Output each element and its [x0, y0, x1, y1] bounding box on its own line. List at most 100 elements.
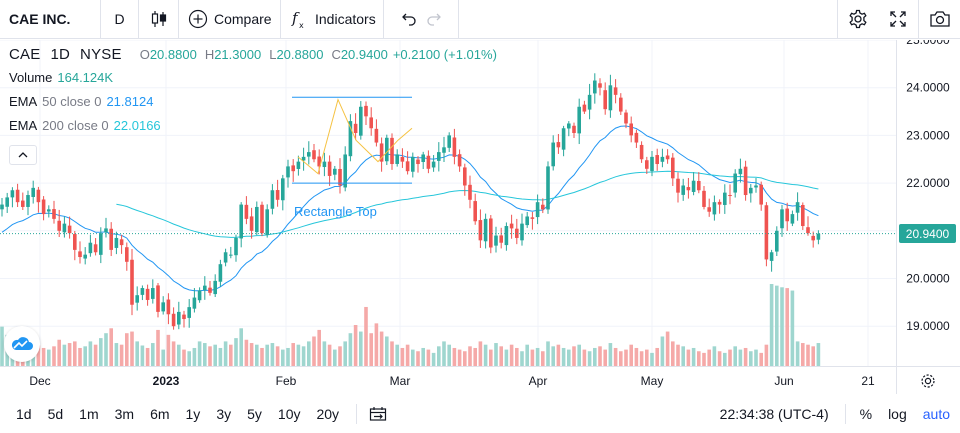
candle-body: [567, 123, 571, 129]
candle-body: [327, 161, 332, 176]
interval-button[interactable]: D: [101, 0, 139, 38]
volume-bar: [541, 351, 545, 366]
candle-body: [343, 154, 347, 188]
legend-volume-row[interactable]: Volume 164.124K: [9, 70, 497, 94]
candle-body: [359, 106, 363, 136]
volume-bar: [296, 344, 301, 366]
volume-bar: [494, 343, 498, 366]
volume-bar: [218, 347, 223, 366]
volume-bar: [759, 352, 763, 366]
candle-body: [723, 192, 727, 205]
volume-bar: [504, 349, 509, 366]
candle-body: [520, 223, 524, 241]
candle-body: [260, 204, 264, 234]
candle-body: [213, 280, 217, 295]
price-tick-label: 23.0000: [906, 128, 950, 142]
candle-body: [759, 184, 763, 205]
time-tick-label: May: [641, 374, 664, 388]
candle-body: [348, 121, 353, 157]
range-3m-button[interactable]: 3m: [114, 405, 135, 422]
volume-bar: [728, 349, 732, 366]
date-range-icon[interactable]: [369, 406, 387, 422]
symbol-search-button[interactable]: CAE INC.: [0, 0, 101, 38]
redo-icon[interactable]: [426, 12, 442, 26]
candle-body: [249, 216, 254, 231]
candle-body: [702, 190, 706, 207]
chart-type-button[interactable]: [139, 0, 179, 38]
volume-bar: [660, 336, 665, 366]
candle-body: [125, 247, 129, 262]
time-axis-labels: Dec 2023 Feb Mar Apr May Jun 21: [29, 374, 935, 388]
candle-body: [603, 90, 607, 110]
legend-collapse-button[interactable]: [9, 145, 37, 165]
candle-body: [405, 161, 410, 172]
ema50-label: EMA: [9, 94, 38, 109]
volume-bar: [764, 344, 769, 366]
volume-bar: [151, 343, 155, 366]
log-scale-button[interactable]: log: [888, 405, 907, 422]
range-3y-button[interactable]: 3y: [216, 405, 232, 422]
candle-body: [385, 137, 389, 162]
volume-bar: [73, 341, 77, 366]
volume-bar: [385, 336, 389, 366]
legend-ema50-row[interactable]: EMA 50 close 0 21.8124: [9, 94, 497, 118]
volume-bar: [603, 349, 607, 366]
range-6m-button[interactable]: 6m: [150, 405, 170, 422]
range-1y-button[interactable]: 1y: [185, 405, 201, 422]
time-tick-label: Jun: [774, 374, 793, 388]
volume-bar: [0, 326, 4, 366]
candle-body: [312, 150, 316, 160]
time-axis[interactable]: Dec 2023 Feb Mar Apr May Jun 21: [0, 366, 960, 394]
auto-scale-button[interactable]: auto: [922, 405, 950, 422]
undo-icon[interactable]: [401, 12, 417, 26]
candle-body: [379, 143, 384, 162]
volume-bar: [338, 346, 342, 366]
volume-bar: [36, 345, 41, 366]
candle-body: [754, 185, 758, 188]
candle-body: [114, 237, 119, 248]
legend-ema200-row[interactable]: EMA 200 close 0 22.0166: [9, 118, 497, 142]
compare-button[interactable]: Compare: [179, 0, 281, 38]
volume-bar: [587, 351, 592, 366]
candle-body: [769, 252, 774, 261]
tradingview-logo[interactable]: [4, 326, 40, 362]
candle-body: [301, 156, 306, 161]
volume-bar: [717, 351, 722, 366]
fullscreen-button[interactable]: [878, 0, 918, 38]
clock-time[interactable]: 22:34:38 (UTC-4): [720, 403, 846, 424]
settings-button[interactable]: [838, 0, 878, 38]
candle-body: [275, 190, 280, 200]
percent-scale-button[interactable]: %: [859, 405, 873, 422]
bottom-toolbar: 1d 5d 1m 3m 6m 1y 3y 5y 10y 20y 22:34:38…: [0, 394, 960, 433]
legend-interval: 1D: [50, 46, 71, 63]
candle-body: [322, 161, 327, 168]
price-chart[interactable]: Rectangle Top 25.0000 24.0000 23.0000 22.00…: [0, 40, 960, 366]
range-20y-button[interactable]: 20y: [316, 405, 340, 422]
candle-body: [437, 152, 441, 161]
volume-bar: [811, 346, 815, 366]
volume-bar: [665, 331, 670, 366]
candle-body: [447, 135, 451, 148]
range-1m-button[interactable]: 1m: [79, 405, 99, 422]
candle-body: [717, 201, 722, 205]
range-5y-button[interactable]: 5y: [247, 405, 262, 422]
range-5d-button[interactable]: 5d: [47, 405, 64, 422]
screenshot-button[interactable]: [918, 0, 960, 38]
volume-bar: [182, 349, 186, 366]
candle-body: [93, 244, 98, 253]
candle-body: [234, 237, 238, 256]
undo-redo-group: [384, 0, 459, 38]
volume-bar: [520, 351, 524, 366]
volume-bar: [795, 341, 800, 366]
volume-bar: [489, 349, 493, 366]
candle-body: [707, 207, 711, 212]
volume-bar: [754, 349, 758, 366]
volume-bar: [816, 343, 821, 366]
candle-body: [177, 311, 181, 325]
candle-body: [499, 235, 503, 243]
candle-body: [671, 157, 675, 179]
range-1d-button[interactable]: 1d: [16, 405, 32, 422]
indicators-button[interactable]: f x Indicators: [281, 0, 384, 38]
range-10y-button[interactable]: 10y: [277, 405, 301, 422]
volume-bar: [52, 346, 56, 366]
